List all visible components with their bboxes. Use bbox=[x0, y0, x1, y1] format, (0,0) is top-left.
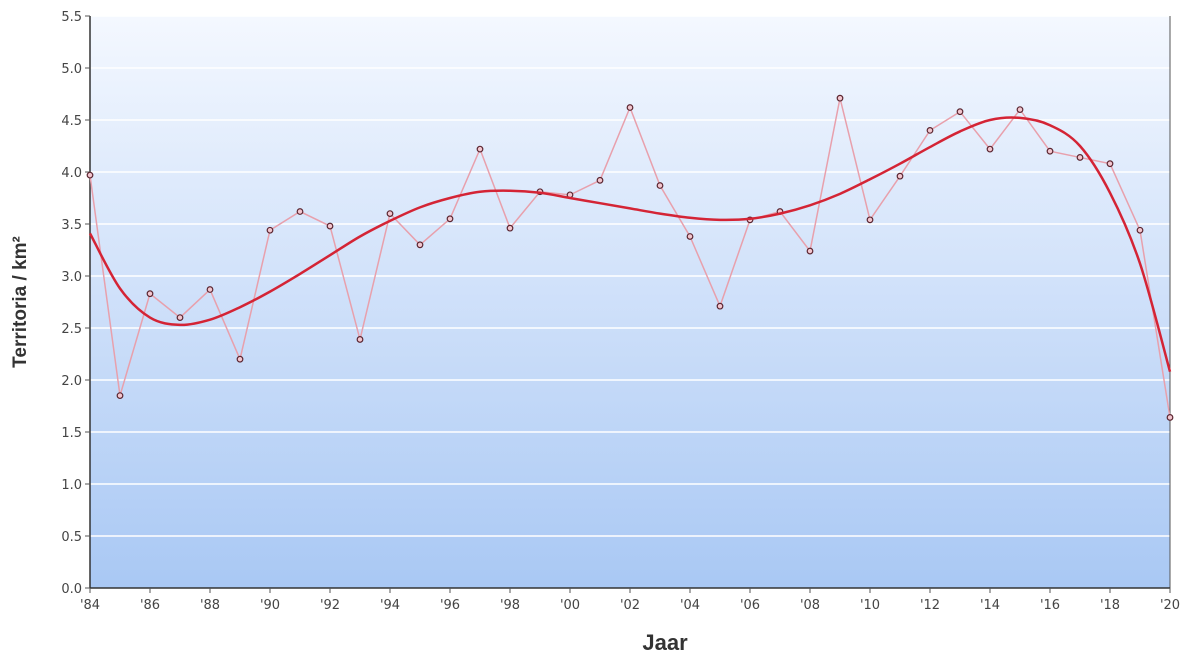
x-tick-label: '84 bbox=[80, 598, 100, 613]
y-tick-label: 5.0 bbox=[61, 62, 82, 77]
x-tick-label: '90 bbox=[260, 598, 280, 613]
data-point bbox=[956, 108, 964, 116]
x-tick-label: '10 bbox=[860, 598, 880, 613]
x-tick-label: '06 bbox=[740, 598, 760, 613]
data-point bbox=[1046, 147, 1054, 155]
data-point bbox=[236, 355, 244, 363]
data-point bbox=[626, 104, 634, 111]
x-tick-label: '18 bbox=[1100, 598, 1120, 613]
data-point bbox=[296, 208, 304, 215]
x-tick-label: '16 bbox=[1040, 598, 1060, 613]
x-tick-label: '86 bbox=[140, 598, 160, 613]
y-tick-label: 2.5 bbox=[61, 322, 82, 337]
x-tick-label: '04 bbox=[680, 598, 700, 613]
data-point bbox=[1136, 226, 1144, 234]
trend-line bbox=[88, 116, 1172, 373]
y-tick-label: 4.0 bbox=[61, 166, 82, 181]
data-point bbox=[506, 224, 514, 232]
data-point bbox=[446, 215, 454, 223]
data-point bbox=[146, 290, 154, 298]
data-point bbox=[1106, 160, 1114, 168]
data-point bbox=[716, 302, 724, 310]
data-point bbox=[176, 314, 184, 322]
x-tick-label: '02 bbox=[620, 598, 640, 613]
y-tick-label: 1.5 bbox=[61, 426, 82, 441]
x-tick-label: '00 bbox=[560, 598, 580, 613]
x-tick-label: '96 bbox=[440, 598, 460, 613]
data-point bbox=[1166, 414, 1174, 421]
data-point bbox=[926, 126, 934, 134]
x-tick-label: '98 bbox=[500, 598, 520, 613]
data-point bbox=[326, 222, 334, 230]
data-point bbox=[356, 336, 364, 343]
x-axis-label: Jaar bbox=[642, 630, 688, 655]
data-point bbox=[206, 286, 214, 293]
y-tick-label: 5.5 bbox=[61, 10, 82, 25]
data-point bbox=[1016, 106, 1024, 113]
y-tick-label: 3.0 bbox=[61, 270, 82, 285]
data-point bbox=[476, 145, 484, 153]
x-tick-label: '94 bbox=[380, 598, 400, 613]
data-point bbox=[836, 94, 844, 102]
data-point bbox=[866, 216, 874, 224]
x-tick-label: '12 bbox=[920, 598, 940, 613]
data-point bbox=[686, 233, 694, 240]
x-axis-ticks: '84 '86 '88 '90 '92 '94 '96 '98 '00 '02 '04 '06 '08 '… bbox=[80, 588, 1180, 613]
data-point bbox=[656, 182, 664, 189]
x-tick-label: '92 bbox=[320, 598, 340, 613]
x-tick-label: '08 bbox=[800, 598, 820, 613]
data-point bbox=[86, 171, 94, 179]
data-point bbox=[1076, 154, 1084, 161]
y-axis-label: Territoria / km² bbox=[10, 236, 31, 368]
x-tick-label: '20 bbox=[1160, 598, 1180, 613]
data-point bbox=[986, 145, 994, 153]
y-axis-ticks: 0.0 0.5 1.0 1.5 2.0 2.5 3.0 3.5 4.0 4.5 5.0 5.5 bbox=[61, 10, 90, 597]
gridlines bbox=[90, 15, 1170, 537]
y-tick-label: 2.0 bbox=[61, 374, 82, 389]
data-point bbox=[896, 172, 904, 180]
data-point bbox=[386, 210, 394, 218]
y-tick-label: 4.5 bbox=[61, 114, 82, 129]
y-tick-label: 0.5 bbox=[61, 530, 82, 545]
y-tick-label: 3.5 bbox=[61, 218, 82, 233]
y-tick-label: 0.0 bbox=[61, 582, 82, 597]
x-tick-label: '88 bbox=[200, 598, 220, 613]
data-point bbox=[416, 241, 424, 249]
x-tick-label: '14 bbox=[980, 598, 1000, 613]
data-point bbox=[596, 176, 604, 184]
plot-background bbox=[90, 16, 1170, 588]
data-point bbox=[116, 392, 124, 400]
data-point bbox=[806, 247, 814, 255]
data-point bbox=[266, 226, 274, 234]
y-tick-label: 1.0 bbox=[61, 478, 82, 493]
series-layer bbox=[86, 94, 1174, 421]
